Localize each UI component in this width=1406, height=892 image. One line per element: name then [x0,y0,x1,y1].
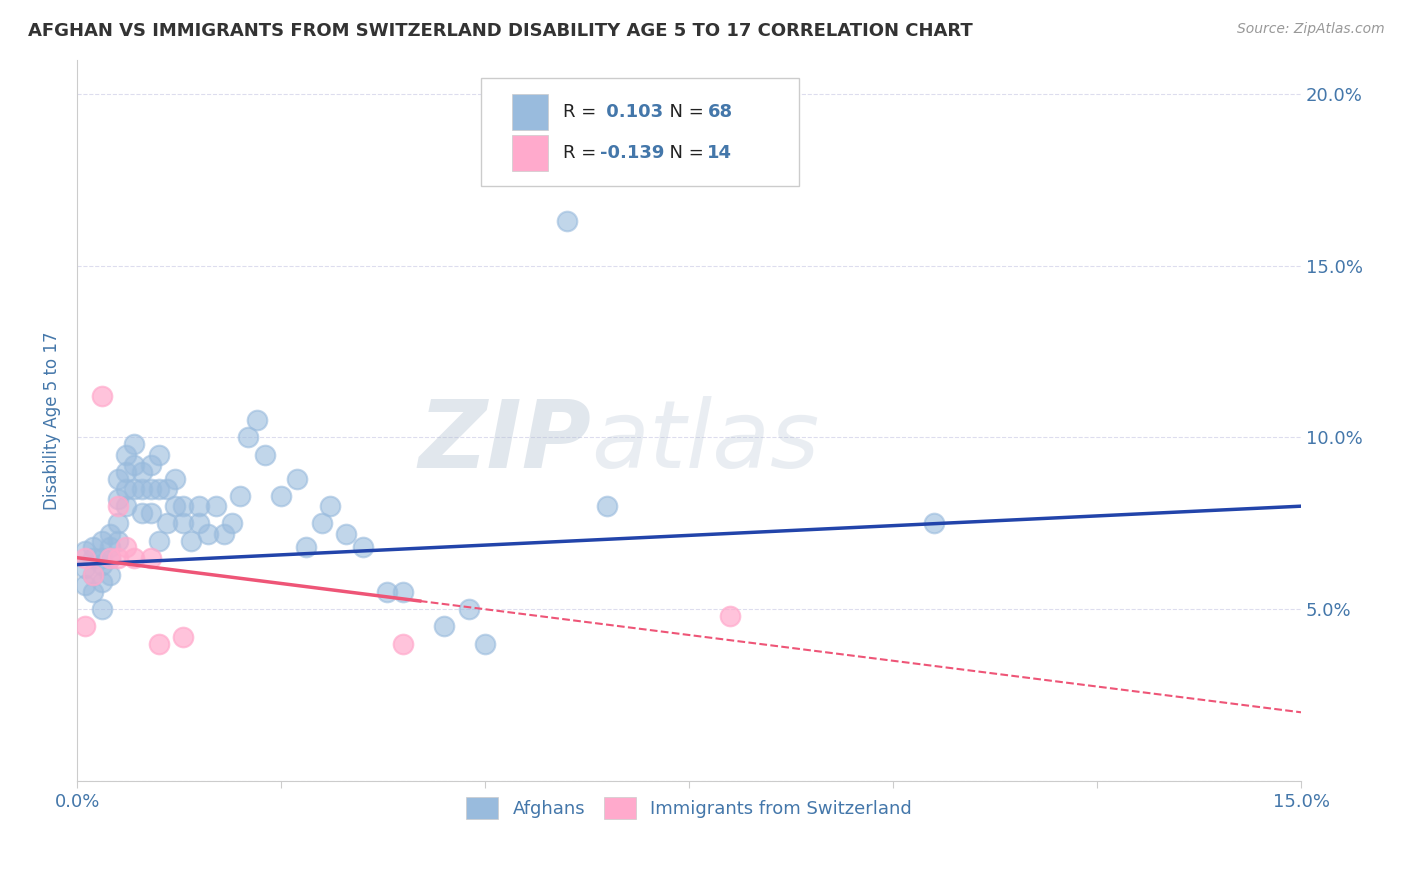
Text: AFGHAN VS IMMIGRANTS FROM SWITZERLAND DISABILITY AGE 5 TO 17 CORRELATION CHART: AFGHAN VS IMMIGRANTS FROM SWITZERLAND DI… [28,22,973,40]
Point [122,458,145,472]
Point [139,550,162,565]
Point [148,448,170,462]
Point [392,585,415,599]
Point [375,585,398,599]
Point [82,541,104,555]
Point [246,413,269,427]
Point [172,630,194,644]
Point [75,578,97,592]
Point [107,492,129,507]
Point [131,465,153,479]
Point [163,472,186,486]
Point [82,567,104,582]
Point [90,389,112,403]
Point [139,458,162,472]
Point [335,526,357,541]
Text: -0.139: -0.139 [600,145,664,162]
Point [433,619,456,633]
Point [115,541,138,555]
Point [75,561,97,575]
Point [474,637,496,651]
Point [107,516,129,531]
Point [131,482,153,496]
Point [90,533,112,548]
Point [82,567,104,582]
FancyBboxPatch shape [512,136,548,171]
Point [82,550,104,565]
Text: R =: R = [562,145,602,162]
Point [319,499,342,513]
Text: R =: R = [562,103,602,121]
Point [107,499,129,513]
Point [122,482,145,496]
Point [156,516,179,531]
Point [98,550,121,565]
Text: N =: N = [658,145,710,162]
Text: 14: 14 [707,145,733,162]
Point [457,602,479,616]
Point [148,637,170,651]
Point [172,499,194,513]
Text: atlas: atlas [591,396,820,487]
Text: 68: 68 [707,103,733,121]
Point [75,619,97,633]
Text: 0.103: 0.103 [600,103,662,121]
Point [115,499,138,513]
Point [294,541,316,555]
Point [188,516,211,531]
Text: ZIP: ZIP [418,396,591,488]
Point [90,574,112,589]
Text: Source: ZipAtlas.com: Source: ZipAtlas.com [1237,22,1385,37]
Point [107,550,129,565]
Point [188,499,211,513]
Point [98,541,121,555]
Point [115,448,138,462]
Point [75,550,97,565]
Point [392,637,415,651]
Point [156,482,179,496]
Point [287,472,309,486]
Point [107,472,129,486]
Point [90,558,112,572]
Point [221,516,243,531]
Point [139,506,162,520]
Point [107,533,129,548]
Point [555,214,578,228]
Point [197,526,219,541]
Point [270,489,292,503]
Point [229,489,252,503]
Point [253,448,276,462]
Point [922,516,945,531]
Point [163,499,186,513]
Point [98,550,121,565]
Point [204,499,226,513]
Point [172,516,194,531]
Point [90,602,112,616]
Point [596,499,619,513]
Point [148,482,170,496]
Point [75,544,97,558]
Point [238,430,260,444]
Text: N =: N = [658,103,710,121]
Point [98,567,121,582]
Point [180,533,202,548]
Point [122,437,145,451]
Y-axis label: Disability Age 5 to 17: Disability Age 5 to 17 [44,331,60,509]
FancyBboxPatch shape [512,95,548,130]
Point [115,482,138,496]
Point [718,609,741,624]
Legend: Afghans, Immigrants from Switzerland: Afghans, Immigrants from Switzerland [458,789,920,826]
FancyBboxPatch shape [481,78,799,186]
Point [98,526,121,541]
Point [115,465,138,479]
Point [148,533,170,548]
Point [131,506,153,520]
Point [90,550,112,565]
Point [311,516,333,531]
Point [212,526,235,541]
Point [139,482,162,496]
Point [122,550,145,565]
Point [352,541,374,555]
Point [82,585,104,599]
